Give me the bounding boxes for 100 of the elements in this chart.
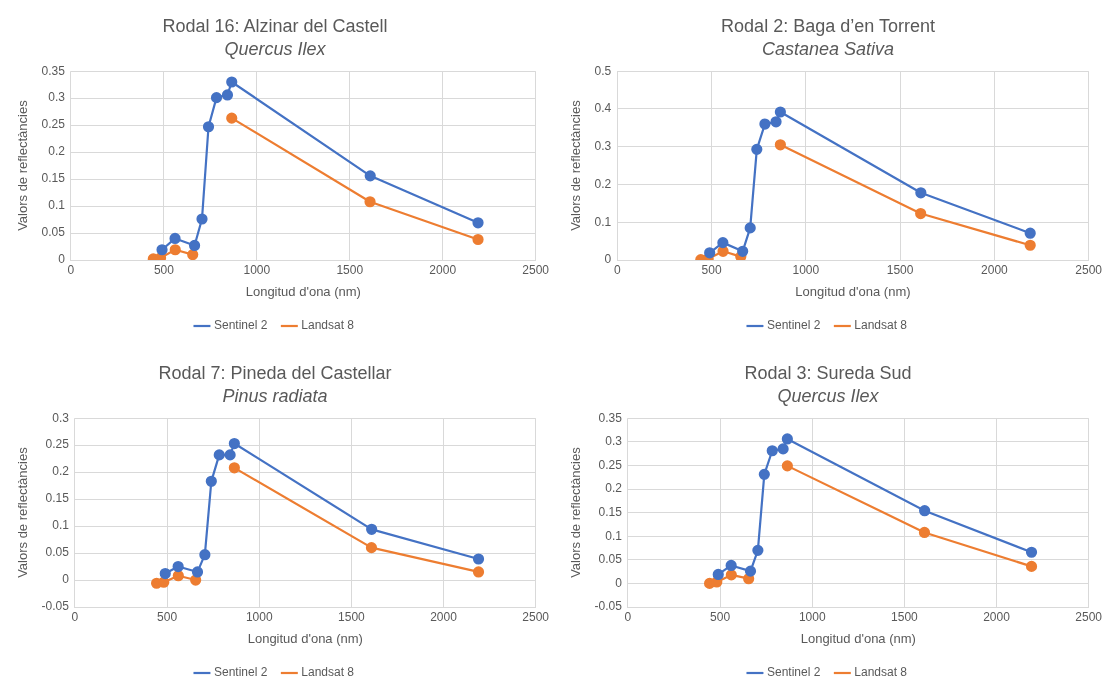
y-tick-label: 0.05	[598, 552, 623, 567]
y-tick-label: 0.1	[605, 528, 623, 543]
point	[781, 433, 793, 445]
y-tick-label: 0.15	[598, 504, 623, 519]
point	[737, 245, 749, 257]
point	[744, 565, 757, 577]
point	[918, 526, 931, 539]
point	[228, 437, 240, 450]
y-tick-label: 0.15	[41, 171, 66, 186]
point	[156, 244, 168, 256]
point	[472, 566, 485, 578]
point	[228, 462, 240, 474]
point	[704, 247, 716, 259]
legend-label: Landsat 8	[854, 318, 908, 333]
y-tick-label: 0.3	[594, 139, 612, 154]
x-tick-label: 500	[157, 609, 178, 624]
point	[759, 118, 771, 130]
point	[169, 244, 181, 256]
x-tick-label: 1500	[891, 609, 919, 624]
x-tick-label: 1000	[243, 262, 271, 277]
x-tick-label: 1000	[245, 609, 273, 624]
chart-subtitle: Pinus radiata	[222, 386, 328, 407]
y-tick-label: 0.3	[605, 434, 623, 449]
point	[472, 233, 484, 246]
point	[188, 239, 201, 252]
y-tick-label: 0.2	[52, 464, 70, 479]
x-tick-label: 1500	[338, 609, 366, 624]
point	[744, 222, 756, 234]
point	[213, 449, 225, 461]
x-tick-label: 2500	[522, 262, 550, 277]
point	[226, 112, 238, 124]
point	[187, 249, 199, 260]
y-tick-label: 0.3	[48, 90, 66, 105]
point	[472, 217, 484, 229]
y-tick-label: 0.05	[45, 545, 70, 560]
point	[364, 196, 376, 208]
y-tick-label: 0.1	[52, 518, 70, 533]
point	[226, 76, 238, 88]
x-tick-label: 2000	[983, 609, 1011, 624]
y-tick-label: 0	[58, 252, 66, 267]
point	[158, 576, 170, 588]
y-axis-title: Valors de reflectàncies	[15, 446, 31, 578]
point	[1025, 560, 1038, 573]
y-tick-label: 0.2	[605, 481, 623, 496]
legend-label: Sentinel 2	[213, 665, 268, 680]
y-tick-label: -0.05	[594, 599, 623, 614]
y-tick-label: 0.35	[41, 63, 66, 78]
y-tick-label: 0	[62, 572, 70, 587]
point	[751, 143, 763, 155]
point	[364, 170, 376, 182]
x-axis-title: Longitud d'ona (nm)	[245, 283, 361, 299]
y-tick-label: 0	[604, 252, 612, 267]
point	[758, 468, 770, 480]
point	[725, 569, 737, 581]
point	[770, 116, 782, 128]
x-tick-label: 2000	[430, 609, 458, 624]
chart-title: Rodal 16: Alzinar del Castell	[162, 15, 388, 36]
point	[774, 139, 786, 151]
x-tick-label: 2000	[429, 262, 457, 277]
point	[159, 567, 171, 580]
chart-title: Rodal 3: Sureda Sud	[744, 362, 912, 383]
y-tick-label: 0.25	[45, 437, 70, 452]
point	[752, 544, 764, 556]
y-tick-label: 0.35	[598, 410, 623, 425]
point	[366, 523, 378, 535]
chart-title: Rodal 7: Pineda del Castellar	[158, 362, 392, 383]
point	[169, 232, 181, 245]
point	[712, 568, 724, 581]
y-tick-label: 0.3	[52, 410, 70, 425]
point	[172, 570, 184, 582]
point	[196, 213, 208, 225]
point	[472, 553, 485, 565]
x-tick-label: 500	[710, 609, 731, 624]
point	[172, 560, 184, 573]
y-axis-title: Valors de reflectàncies	[568, 446, 584, 578]
point	[774, 106, 786, 118]
point	[205, 475, 217, 487]
point	[224, 449, 236, 461]
x-axis-title: Longitud d'ona (nm)	[795, 283, 911, 299]
x-tick-label: 500	[701, 262, 722, 277]
x-tick-label: 1500	[886, 262, 914, 277]
chart-subtitle: Quercus Ilex	[777, 386, 880, 407]
x-tick-label: 2500	[1075, 609, 1103, 624]
chart-subtitle: Quercus Ilex	[224, 39, 327, 60]
point	[915, 187, 927, 199]
chart-title: Rodal 2: Baga d’en Torrent	[721, 15, 935, 36]
y-axis-title: Valors de reflectàncies	[568, 99, 584, 231]
point	[717, 237, 729, 249]
y-tick-label: 0.25	[41, 117, 66, 132]
y-tick-label: 0.2	[48, 144, 66, 159]
y-tick-label: 0.1	[594, 214, 612, 229]
point	[725, 559, 737, 572]
point	[1024, 239, 1036, 251]
y-tick-label: 0.05	[41, 225, 66, 240]
point	[781, 460, 793, 472]
x-tick-label: 2500	[522, 609, 550, 624]
point	[202, 121, 215, 133]
point	[1024, 227, 1036, 239]
chart-subtitle: Castanea Sativa	[761, 39, 895, 60]
point	[221, 89, 234, 101]
